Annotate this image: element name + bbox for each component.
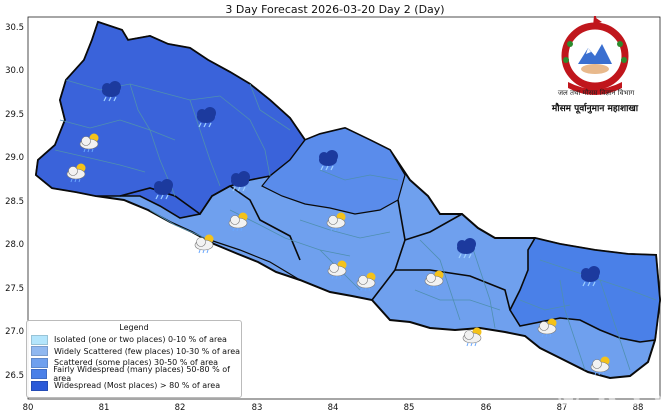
- legend-swatch: [31, 369, 48, 380]
- y-tick-label: 29.5: [5, 110, 24, 120]
- legend-item: Fairly Widespread (many places) 50-80 % …: [27, 365, 241, 383]
- district-lines: [54, 79, 657, 371]
- x-tick-label: 82: [175, 403, 186, 413]
- x-tick-label: 80: [23, 403, 34, 413]
- legend-label: Fairly Widespread (many places) 50-80 % …: [53, 365, 230, 384]
- legend-label: Widely Scattered (few places) 10-30 % of…: [54, 346, 241, 356]
- x-tick-label: 85: [404, 403, 415, 413]
- legend-swatch: [31, 380, 48, 391]
- x-tick-label: 83: [252, 403, 263, 413]
- government-emblem-icon: [561, 16, 629, 95]
- y-tick-label: 26.5: [5, 371, 24, 381]
- x-tick-label: 86: [481, 403, 492, 413]
- region-fairly-widespread-east: [509, 237, 661, 343]
- y-axis: 30.5 30.0 29.5 29.0 28.5 28.0 27.5 27.0 …: [5, 23, 24, 381]
- province-boundary: [404, 213, 463, 241]
- legend: Legend Isolated (one or two places) 0-10…: [26, 320, 242, 398]
- y-tick-label: 30.0: [5, 66, 24, 76]
- province-boundary: [209, 239, 301, 281]
- legend-item: Scattered (some places) 30-50 % of area: [27, 357, 241, 369]
- x-axis: 80 81 82 83 84 85 86 87 88: [23, 403, 644, 413]
- legend-swatch: [31, 334, 48, 345]
- x-tick-label: 87: [557, 403, 568, 413]
- agency-department: जल तथा मौसम विज्ञान विभाग: [557, 89, 635, 97]
- watermark: © RSS: [553, 379, 664, 414]
- legend-label: Scattered (some places) 30-50 % of area: [54, 358, 219, 368]
- region-fairly-widespread-central: [261, 127, 406, 215]
- province-boundary: [371, 199, 406, 301]
- y-tick-label: 27.0: [5, 327, 24, 337]
- x-tick-label: 81: [99, 403, 110, 413]
- y-tick-label: 30.5: [5, 23, 24, 33]
- province-boundary: [395, 269, 511, 311]
- province-boundary: [119, 185, 231, 216]
- agency-division: मौसम पूर्वानुमान महाशाखा: [551, 104, 639, 114]
- legend-swatch: [31, 346, 48, 357]
- y-tick-label: 28.5: [5, 197, 24, 207]
- legend-label: Isolated (one or two places) 0-10 % of a…: [54, 335, 227, 345]
- legend-label: Widespread (Most places) > 80 % of area: [54, 381, 221, 391]
- map-title: 3 Day Forecast 2026-03-20 Day 2 (Day): [225, 3, 445, 16]
- y-tick-label: 28.0: [5, 240, 24, 250]
- legend-item: Widespread (Most places) > 80 % of area: [27, 380, 241, 392]
- y-tick-label: 29.0: [5, 153, 24, 163]
- legend-item: Isolated (one or two places) 0-10 % of a…: [27, 334, 241, 346]
- legend-swatch: [31, 357, 48, 368]
- x-tick-label: 88: [633, 403, 644, 413]
- legend-item: Widely Scattered (few places) 10-30 % of…: [27, 346, 241, 358]
- province-boundary: [229, 185, 301, 261]
- legend-title: Legend: [119, 323, 149, 332]
- x-tick-label: 84: [328, 403, 339, 413]
- y-tick-label: 27.5: [5, 284, 24, 294]
